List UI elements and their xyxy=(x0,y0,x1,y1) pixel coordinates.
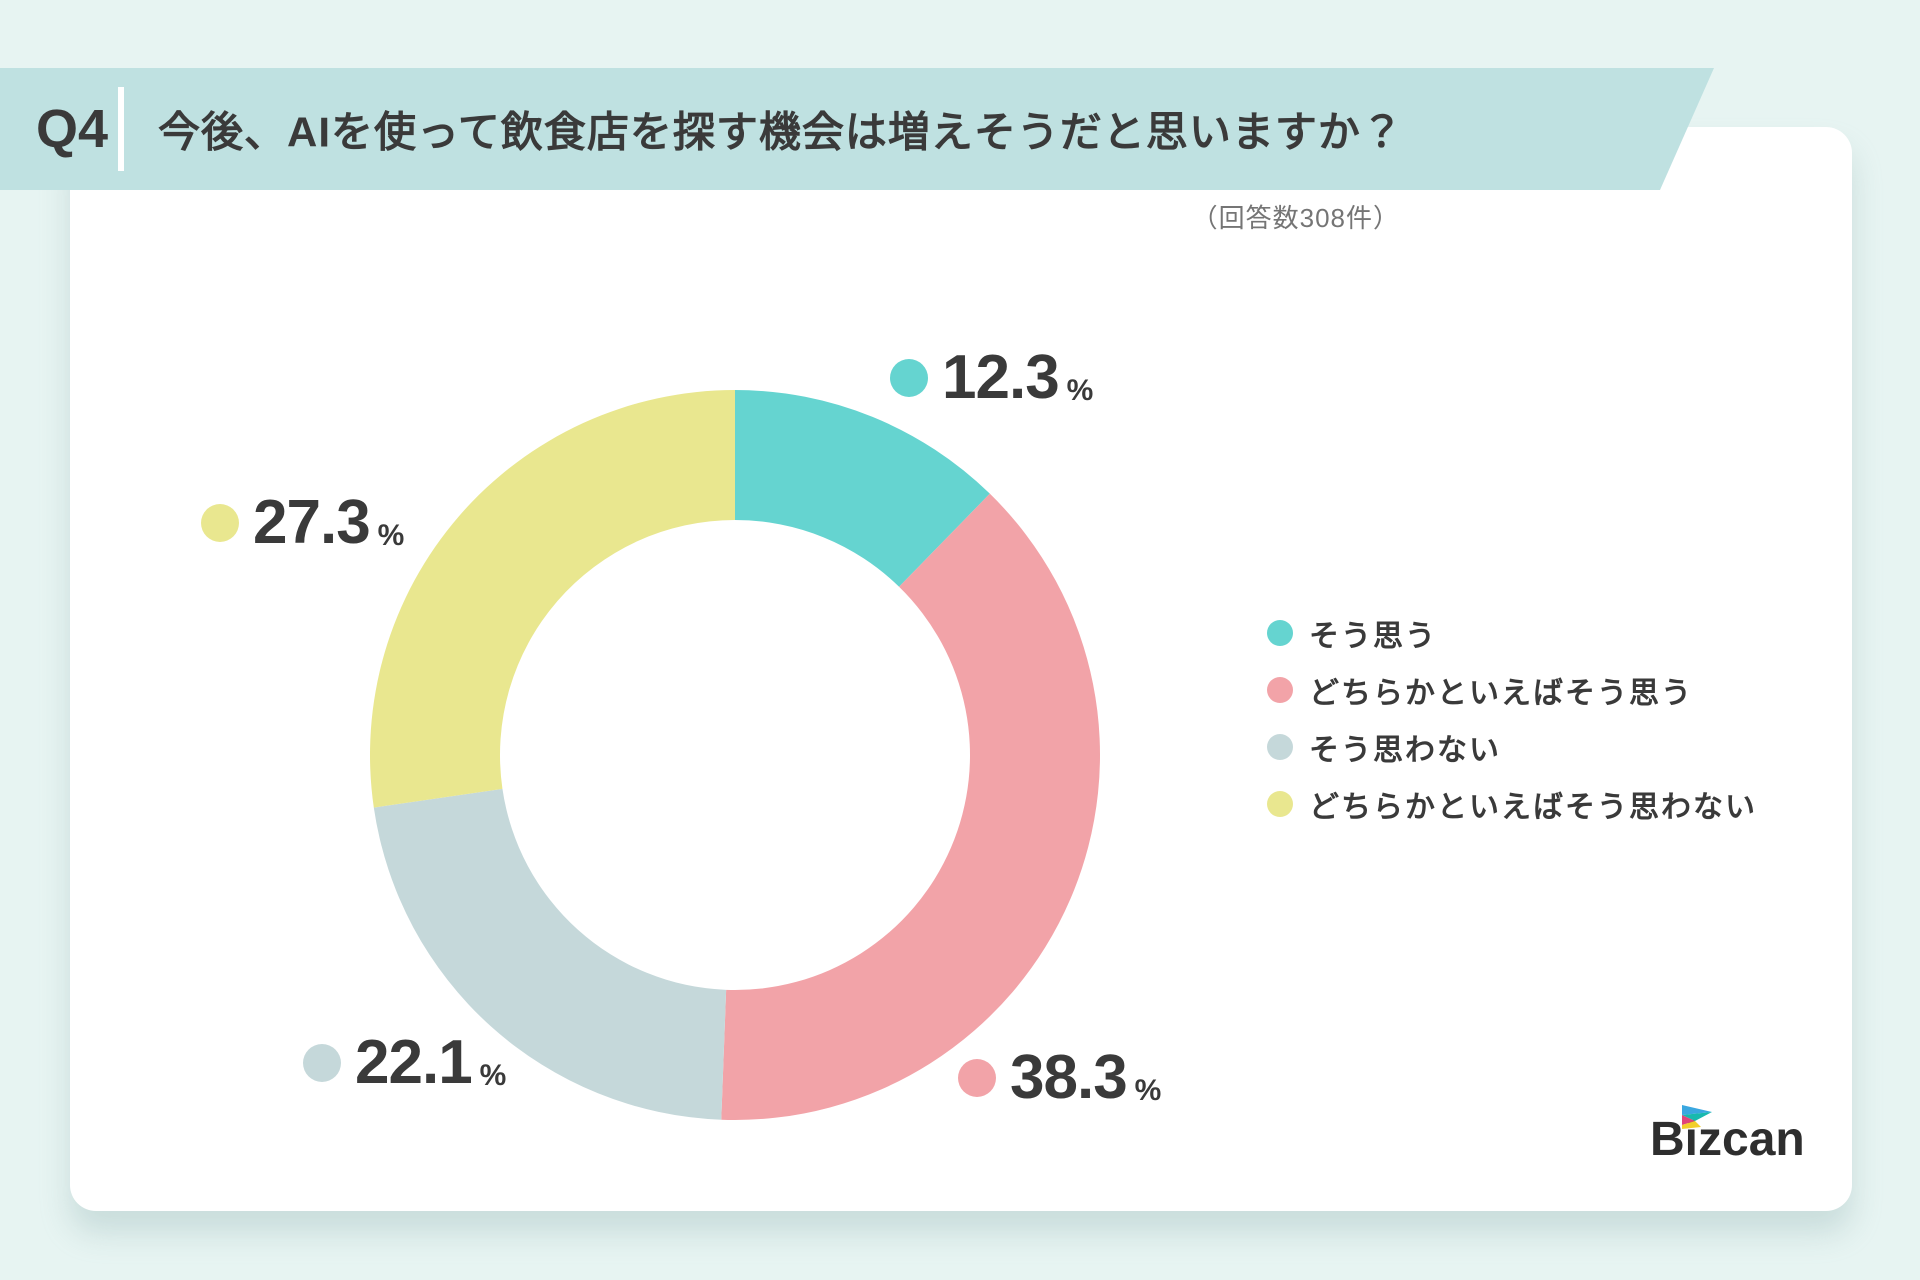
chart-legend: そう思うどちらかといえばそう思う そう思わないどちらかといえばそう思わない xyxy=(1267,604,1757,832)
legend-item-3: どちらかといえばそう思わない xyxy=(1267,775,1757,832)
slice-label-dochiraka-omowanai: 27.3 % xyxy=(201,489,404,557)
legend-label: そう思う xyxy=(1309,619,1437,653)
slice-label-unit: % xyxy=(479,1059,507,1092)
slice-label-souomou: 12.3 % xyxy=(890,344,1093,412)
slice-label-dot xyxy=(201,504,239,542)
slice-label-value: 38.3 xyxy=(1010,1043,1128,1112)
question-band: Q4 今後、AIを使って飲食店を探す機会は増えそうだと思いますか？ xyxy=(0,68,1714,190)
slice-label-unit: % xyxy=(1134,1074,1162,1107)
slice-label-value: 27.3 xyxy=(253,488,371,557)
question-number: Q4 xyxy=(36,99,109,159)
legend-item-1: どちらかといえばそう思う xyxy=(1267,661,1757,718)
legend-dot-icon xyxy=(1267,790,1293,817)
bizcan-logo-mark-icon xyxy=(1682,1105,1712,1129)
respondents-note: （回答数308件） xyxy=(1191,203,1400,233)
slice-label-dot xyxy=(958,1059,996,1097)
slice-label-dot xyxy=(890,359,928,397)
slice-label-omowanai: 22.1 % xyxy=(303,1029,506,1097)
legend-label: どちらかといえばそう思う xyxy=(1309,676,1693,710)
slice-label-value: 12.3 xyxy=(942,343,1060,412)
band-divider xyxy=(118,87,124,171)
legend-item-0: そう思う xyxy=(1267,604,1757,661)
slice-label-unit: % xyxy=(1066,374,1094,407)
legend-label: そう思わない xyxy=(1309,733,1501,767)
question-title: 今後、AIを使って飲食店を探す機会は増えそうだと思いますか？ xyxy=(158,108,1404,156)
slice-label-value: 22.1 xyxy=(355,1028,473,1097)
legend-item-2: そう思わない xyxy=(1267,718,1757,775)
bizcan-logo-text: Bizcan xyxy=(1650,1113,1805,1166)
slice-label-dot xyxy=(303,1044,341,1082)
legend-label: どちらかといえばそう思わない xyxy=(1309,790,1757,824)
legend-dot-icon xyxy=(1267,676,1293,703)
legend-dot-icon xyxy=(1267,733,1293,760)
slice-label-unit: % xyxy=(377,519,405,552)
legend-dot-icon xyxy=(1267,619,1293,646)
slice-label-dochiraka-omou: 38.3 % xyxy=(958,1044,1161,1112)
bizcan-logo: Bizcan xyxy=(1650,1105,1805,1166)
